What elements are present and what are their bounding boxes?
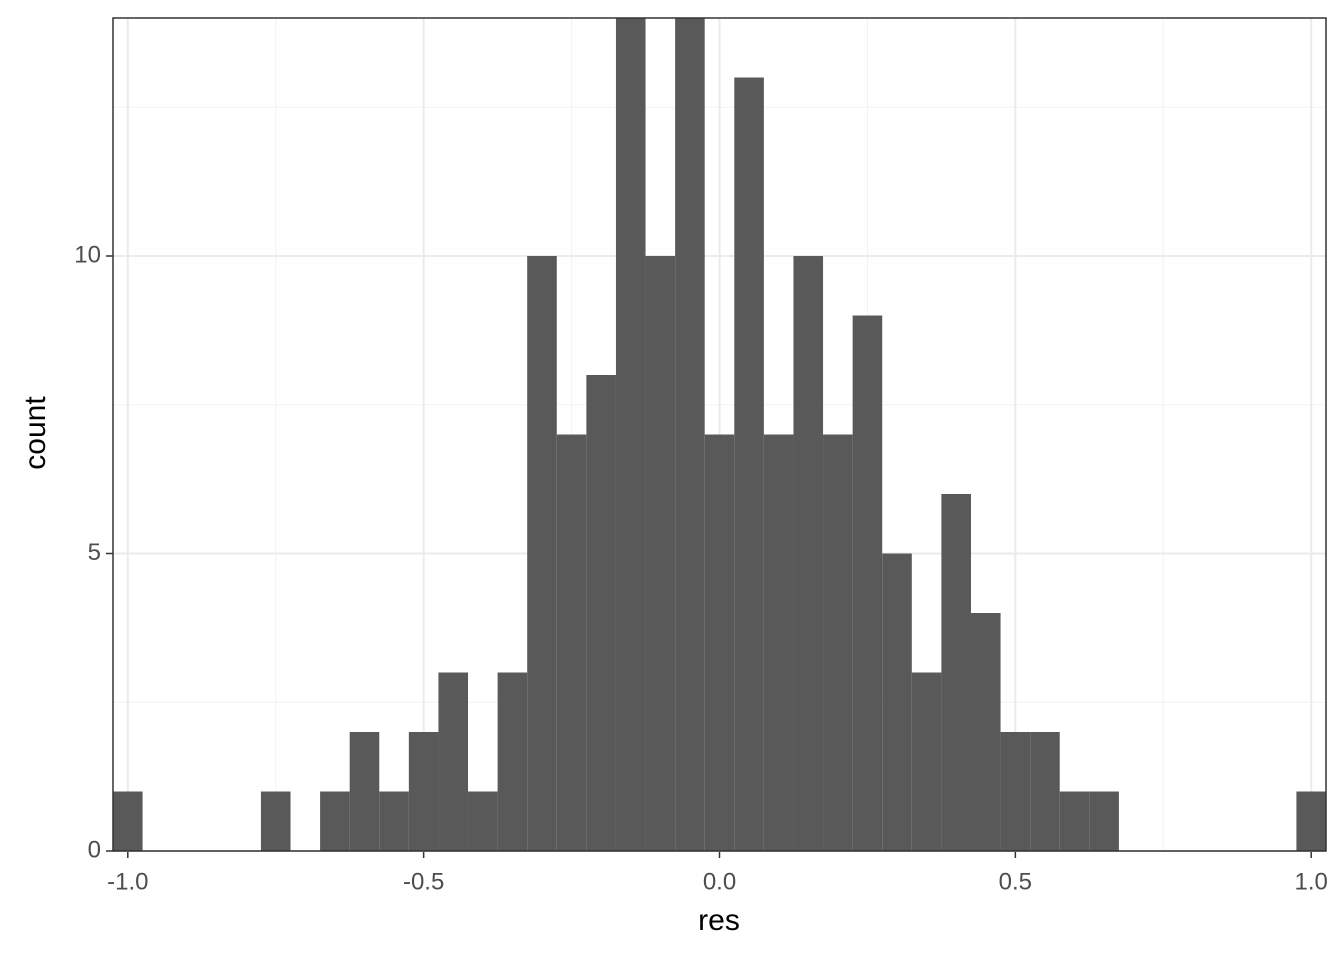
- bar: [497, 672, 528, 851]
- bar: [408, 732, 439, 851]
- bar: [260, 791, 291, 851]
- x-axis-title: res: [698, 904, 740, 937]
- bar: [941, 494, 971, 851]
- y-tick-label: 5: [88, 539, 101, 566]
- bar: [704, 434, 735, 851]
- bar: [615, 18, 646, 851]
- bar: [823, 434, 853, 851]
- bar: [556, 434, 587, 851]
- bar: [349, 732, 380, 851]
- bar: [1000, 732, 1031, 851]
- x-tick-label: -0.5: [403, 868, 444, 895]
- bar: [1030, 732, 1060, 851]
- bar: [852, 315, 883, 851]
- bar: [911, 672, 942, 851]
- y-tick-label: 10: [74, 241, 101, 268]
- bar: [882, 553, 912, 851]
- y-axis-title: count: [19, 396, 52, 470]
- panel-border: [112, 17, 1327, 852]
- bar: [438, 672, 469, 851]
- bar: [527, 256, 557, 851]
- bar: [468, 791, 498, 851]
- bar: [734, 77, 764, 851]
- x-tick-label: -1.0: [107, 868, 148, 895]
- bar: [1059, 791, 1090, 851]
- x-tick-label: 0.5: [999, 868, 1032, 895]
- bar: [379, 791, 409, 851]
- bar: [970, 613, 1001, 851]
- x-tick-label: 1.0: [1295, 868, 1328, 895]
- bar: [586, 375, 616, 851]
- bar: [645, 256, 676, 851]
- bar: [320, 791, 350, 851]
- x-tick-label: 0.0: [703, 868, 736, 895]
- bar: [793, 256, 824, 851]
- bar: [1089, 791, 1119, 851]
- bar: [113, 791, 143, 851]
- bar: [1296, 791, 1326, 851]
- bar: [675, 18, 705, 851]
- y-tick-label: 0: [88, 836, 101, 863]
- bar: [763, 434, 794, 851]
